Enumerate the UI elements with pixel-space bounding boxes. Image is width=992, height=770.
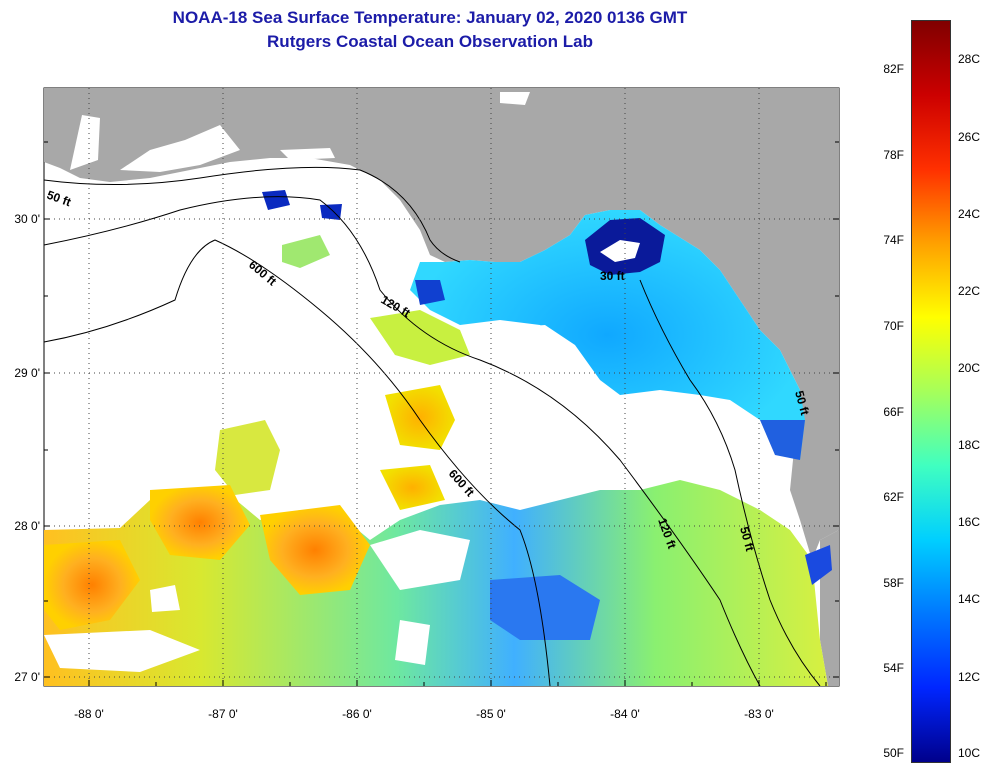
sst-patch — [385, 385, 455, 450]
colorbar-c-label: 18C — [958, 438, 981, 452]
sst-patch — [395, 620, 430, 665]
sst-patch — [415, 280, 445, 305]
bay — [120, 125, 240, 172]
contour-120ft — [43, 196, 761, 687]
contour-50ft — [43, 166, 461, 263]
lat-tick-label: 27 0' — [14, 670, 40, 684]
contour-50ft-east — [639, 279, 821, 687]
map-subtitle: Rutgers Coastal Ocean Observation Lab — [267, 32, 593, 51]
lon-tick-label: -85 0' — [476, 707, 506, 721]
sst-patch — [490, 575, 600, 640]
colorbar-c-label: 16C — [958, 515, 981, 529]
sst-data — [44, 190, 832, 686]
bay — [70, 115, 100, 170]
lon-axis-labels: -88 0' -87 0' -86 0' -85 0' -84 0' -83 0… — [74, 707, 774, 721]
sst-patch — [260, 505, 370, 595]
lat-tick-label: 30 0' — [14, 212, 40, 226]
colorbar-f-label: 74F — [883, 233, 904, 247]
colorbar-f-label: 54F — [883, 661, 904, 675]
lon-tick-label: -86 0' — [342, 707, 372, 721]
sst-patch — [480, 325, 600, 385]
land-mass — [44, 88, 839, 560]
sst-patch — [760, 420, 805, 460]
sst-patch — [262, 190, 290, 210]
colorbar-f-label: 50F — [883, 746, 904, 760]
contour-label: 50 ft — [737, 525, 757, 552]
lat-axis-labels: 30 0' 29 0' 28 0' 27 0' — [14, 212, 40, 684]
contour-label: 50 ft — [792, 389, 812, 416]
sst-patch — [370, 530, 470, 590]
lon-tick-label: -84 0' — [610, 707, 640, 721]
colorbar-c-label: 24C — [958, 207, 981, 221]
sst-patch — [410, 210, 805, 460]
sst-patch — [600, 240, 640, 262]
bay — [280, 148, 335, 160]
lat-tick-label: 28 0' — [14, 519, 40, 533]
colorbar-f-label: 70F — [883, 319, 904, 333]
sst-patch — [215, 420, 280, 495]
frame-ticks — [44, 141, 839, 686]
sst-patch — [150, 585, 180, 612]
sst-patch — [320, 204, 342, 220]
sst-patch — [380, 465, 445, 510]
lon-tick-label: -87 0' — [208, 707, 238, 721]
contour-label: 30 ft — [600, 269, 625, 283]
sst-patch — [44, 630, 200, 672]
colorbar-f-label: 62F — [883, 490, 904, 504]
colorbar-f-label: 58F — [883, 576, 904, 590]
colorbar-c-label: 22C — [958, 284, 981, 298]
sst-patch — [370, 310, 470, 365]
colorbar-c-label: 28C — [958, 52, 981, 66]
bathymetry-contours — [43, 166, 821, 687]
colorbar-c-label: 26C — [958, 130, 981, 144]
colorbar-f-label: 66F — [883, 405, 904, 419]
sst-patch — [805, 545, 832, 585]
colorbar-c-label: 14C — [958, 592, 981, 606]
map-title: NOAA-18 Sea Surface Temperature: January… — [172, 8, 688, 27]
sst-patch — [150, 485, 250, 560]
colorbar-f-label: 82F — [883, 62, 904, 76]
sst-patch — [620, 395, 740, 470]
lon-tick-label: -83 0' — [744, 707, 774, 721]
bay — [500, 92, 530, 105]
colorbar-c-label: 10C — [958, 746, 981, 760]
sst-patch — [282, 235, 330, 268]
lon-tick-label: -88 0' — [74, 707, 104, 721]
sst-patch — [44, 540, 140, 630]
colorbar-c-label: 20C — [958, 361, 981, 375]
colorbar-c-label: 12C — [958, 670, 981, 684]
colorbar-f-label: 78F — [883, 148, 904, 162]
lat-tick-label: 29 0' — [14, 366, 40, 380]
temperature-colorbar — [911, 20, 951, 763]
contour-600ft — [43, 239, 551, 687]
